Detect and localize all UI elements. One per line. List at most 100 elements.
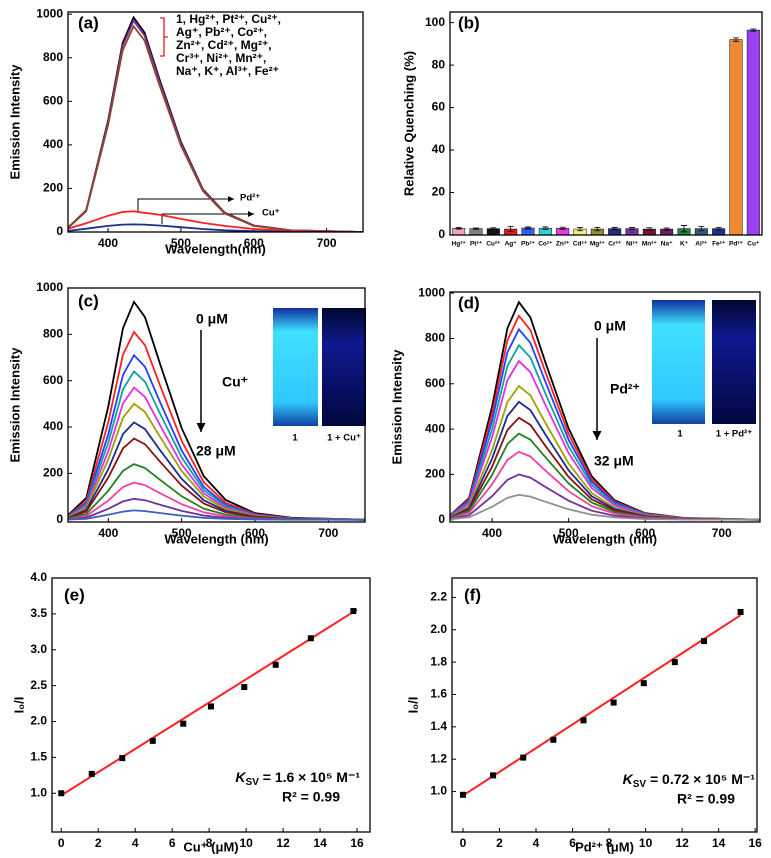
x-tick-label: 400: [482, 526, 502, 540]
annotation: 28 μM: [196, 443, 236, 459]
spectrum-line: [68, 509, 365, 521]
x-axis-label: Wavelength(nm): [165, 241, 266, 256]
y-axis-label: Relative Quenching (%): [401, 51, 416, 196]
y-tick-label: 2.2: [430, 590, 447, 604]
y-tick-label: 600: [43, 93, 63, 107]
panel: 0 200 400 600 800 1000 400 500 600 700 Wavelength …: [7, 280, 366, 546]
annotation: 0 μM: [196, 311, 228, 327]
x-tick-label: 14: [313, 836, 327, 850]
annotation: Cu⁺: [262, 208, 280, 219]
ksv-symbol: K: [623, 771, 634, 787]
panel-label: (f): [464, 585, 481, 604]
bracket: [160, 17, 168, 57]
x-axis-label: Wavelength (nm): [553, 531, 657, 546]
y-tick-label: 200: [43, 466, 63, 480]
panel-label: (b): [458, 13, 480, 32]
data-point: [272, 661, 279, 668]
x-tick-label: 16: [748, 836, 762, 850]
plot-frame: [449, 11, 763, 236]
photo: [712, 300, 756, 424]
y-tick-label: 1000: [36, 280, 63, 294]
panel: 0 200 400 600 800 1000 400 500 600 700 Wavelength(…: [7, 6, 364, 256]
panel-label: (d): [458, 293, 480, 312]
x-tick-label: Pb²⁺: [521, 241, 535, 248]
y-tick-label: 1.0: [430, 784, 447, 798]
error-bar: [542, 226, 549, 230]
panel: 0 20 40 60 80 100 Relative Quenching (%) Hg²⁺ Pt…: [401, 11, 763, 248]
y-tick-label: 800: [425, 331, 445, 345]
y-tick-label: 60: [432, 100, 446, 114]
y-axis-label: I₀/I: [405, 697, 420, 714]
error-bar: [733, 37, 739, 42]
x-tick-label: 16: [350, 836, 364, 850]
y-tick-label: 800: [43, 50, 63, 64]
x-tick-label: Mn²⁺: [642, 241, 658, 248]
legend-line: Zn²⁺, Cd²⁺, Mg²⁺,: [176, 38, 272, 52]
series-group: [68, 15, 363, 232]
y-tick-label: 20: [432, 185, 446, 199]
y-tick-label: 1.5: [30, 750, 47, 764]
x-tick-label: 400: [98, 236, 118, 250]
panel-label: (a): [78, 13, 99, 32]
x-tick-label: 500: [171, 236, 191, 250]
error-bar: [698, 226, 705, 232]
x-tick-label: 10: [639, 836, 653, 850]
y-tick-label: 800: [43, 327, 63, 341]
x-tick-label: 6: [569, 836, 576, 850]
spectrum-line: [68, 223, 363, 232]
y-tick-label: 0: [438, 512, 445, 526]
y-tick-label: 4.0: [30, 570, 47, 584]
plot-frame: [67, 11, 364, 233]
photo: [273, 308, 318, 426]
data-point: [701, 638, 708, 645]
y-tick-label: 1.6: [430, 687, 447, 701]
data-point: [550, 736, 557, 743]
data-point: [241, 684, 248, 691]
annotation: Pd²⁺: [610, 381, 640, 397]
inset-label: 1: [677, 429, 683, 440]
y-tick-label: 80: [432, 57, 446, 71]
legend-line: Na⁺, K⁺, Al³⁺, Fe²⁺: [176, 64, 279, 78]
error-bar: [681, 225, 687, 233]
x-tick-label: 600: [635, 526, 655, 540]
y-tick-label: 3.5: [30, 606, 47, 620]
x-tick-label: 12: [276, 836, 290, 850]
x-tick-label: Cr³⁺: [608, 241, 621, 248]
error-bar: [646, 227, 653, 231]
error-bar: [715, 226, 722, 231]
inset-label: 1 + Cu⁺: [327, 433, 361, 444]
x-tick-label: 700: [318, 526, 338, 540]
x-axis-label: Cu⁺ (μM): [183, 839, 238, 854]
legend-text: 1, Hg²⁺, Pt²⁺, Cu²⁺, Ag⁺, Pb²⁺, Co²⁺, Zn…: [176, 12, 281, 78]
x-tick-label: 700: [317, 236, 337, 250]
data-point: [580, 717, 587, 724]
data-point: [671, 659, 678, 666]
y-tick-label: 0: [56, 512, 63, 526]
y-axis-label: Emission Intensity: [389, 349, 404, 465]
error-bar: [629, 227, 635, 231]
x-tick-label: Cu⁺: [747, 241, 760, 248]
x-tick-label: K⁺: [680, 241, 689, 248]
x-tick-label: 10: [239, 836, 253, 850]
panel: 1.0 1.2 1.4 1.6 1.8 2.0 2.2 0 2 4 6 8 10 12 14 16 Pd²⁺ (…: [405, 577, 762, 854]
x-tick-label: Pd²⁺: [729, 241, 743, 248]
x-tick-label: Mg²⁺: [590, 241, 606, 248]
y-tick-label: 40: [432, 142, 446, 156]
data-point: [737, 608, 744, 615]
legend-line: Cr³⁺, Ni²⁺, Mn²⁺,: [176, 51, 266, 65]
x-tick-label: 600: [244, 236, 264, 250]
legend-line: 1, Hg²⁺, Pt²⁺, Cu²⁺,: [176, 12, 281, 26]
x-tick-label: Fe²⁺: [712, 241, 726, 248]
data-point: [610, 699, 617, 706]
x-tick-label: 14: [712, 836, 726, 850]
x-tick-label: 8: [206, 836, 213, 850]
data-point: [88, 770, 95, 777]
x-tick-label: Na⁺: [661, 241, 673, 248]
data-point: [350, 608, 357, 615]
y-tick-label: 0: [56, 224, 63, 238]
y-tick-label: 3.0: [30, 642, 47, 656]
y-tick-label: 2.5: [30, 678, 47, 692]
spectrum-line: [68, 24, 363, 232]
x-tick-label: Co²⁺: [538, 241, 553, 248]
